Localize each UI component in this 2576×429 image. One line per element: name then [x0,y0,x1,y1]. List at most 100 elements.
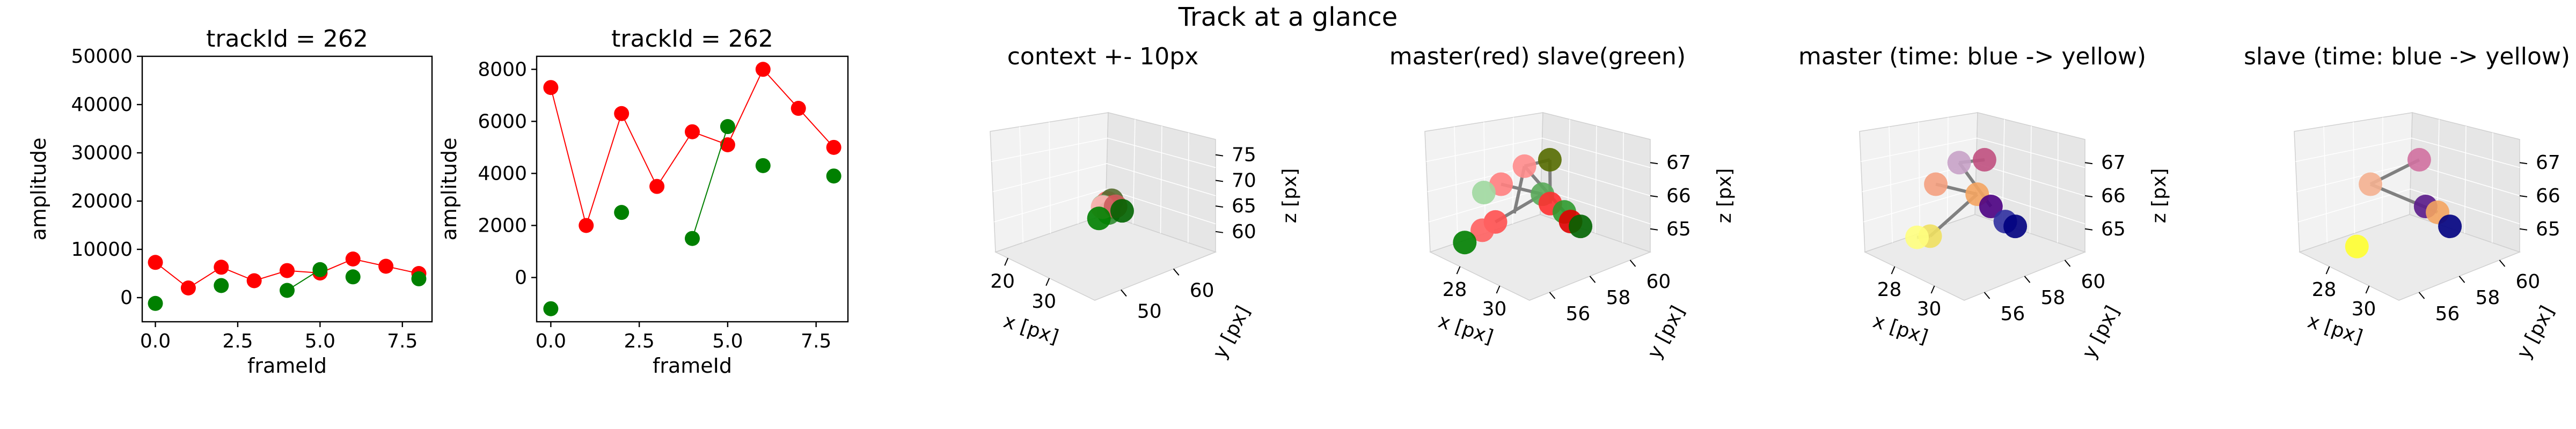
x-tick-mark [2325,266,2330,275]
y-tick-mark [1589,276,1596,283]
grid-line [991,137,1216,168]
y-tick-mark [2499,260,2506,267]
z-tick-mark [1215,154,1224,157]
z-tick-label: 66 [2536,185,2560,207]
z-tick-mark [1215,180,1224,182]
z-tick-label: 65 [2101,218,2126,240]
z-tick-label: 75 [1232,144,1256,166]
y-tick-label: 60 [1646,271,1671,293]
chart-title: slave (time: blue -> yellow) [2244,43,2570,70]
data-point [214,260,229,275]
y-tick-mark [1549,292,1556,299]
y-axis-label: amplitude [437,137,461,240]
z-tick-mark [1650,162,1658,165]
z-tick-label: 65 [2536,218,2560,240]
x-tick-mark [1004,257,1009,266]
chart-title: context +- 10px [1007,43,1199,70]
y-tick-label: 60 [1190,279,1214,301]
z-tick-mark [2519,162,2528,165]
z-tick-mark [1650,195,1658,197]
chart-title: trackId = 262 [206,25,368,53]
data-point [378,258,394,274]
y-tick-label: 50 [1137,300,1162,322]
x-tick-label: 2.5 [624,330,655,352]
data-point [246,273,262,289]
y-tick-mark [2418,292,2425,299]
y-tick-mark [1984,292,1990,299]
x-tick-label: 20 [990,270,1015,292]
y-tick-mark [2064,260,2071,267]
z-tick-label: 67 [2536,152,2560,174]
x-tick-mark [1456,266,1461,275]
y-tick-mark [2024,276,2031,283]
y-tick-label: 58 [2476,287,2500,309]
data-point [180,280,196,295]
data-point [1947,151,1971,175]
data-point [148,295,163,311]
data-point [1924,172,1948,196]
master-slave-3d-chart: master(red) slave(green) 65 66 67 z [px] 28 30… [1389,43,1736,363]
data-point [1569,214,1593,239]
x-tick-label: 2.5 [222,330,253,352]
data-point [2438,214,2462,239]
z-tick-mark [2084,195,2093,197]
data-point [1538,147,1562,172]
y-axis-label: y [px] [1209,302,1254,363]
y-tick-label: 20000 [71,190,133,212]
data-point [280,283,295,298]
x-tick-label: 28 [2312,279,2337,301]
x-tick-mark [1045,278,1050,286]
data-point [755,62,771,77]
y-tick-mark [1629,260,1636,267]
y-tick-mark [1121,289,1127,297]
z-tick-label: 66 [2101,185,2126,207]
y-tick-label: 60 [2081,271,2106,293]
y-tick-label: 0 [120,287,133,309]
y-tick-label: 58 [1606,287,1631,309]
y-axis-label: y [px] [1643,302,1689,363]
floor-pane [994,214,1217,301]
data-point [614,205,630,220]
z-tick-label: 66 [1666,185,1691,207]
z-axis-label: z [px] [1279,168,1301,224]
y-axis-label: amplitude [27,137,50,240]
data-point [345,269,361,285]
data-point [2407,147,2431,172]
x-tick-label: 30 [1917,298,1942,320]
grid-line [2382,117,2383,224]
data-point [214,278,229,293]
data-point [791,101,806,116]
data-point [1453,231,1477,255]
y-tick-label: 4000 [478,162,527,184]
z-tick-mark [2084,228,2093,231]
y-tick-label: 0 [515,267,527,289]
x-axis-label: frameId [247,354,327,378]
grid-line [994,188,1216,225]
grid-line [1078,117,1079,224]
data-point [2359,172,2383,196]
z-tick-label: 67 [1666,152,1691,174]
data-point [826,139,841,155]
z-tick-label: 60 [1232,221,1256,243]
y-axis-label: y [px] [2513,302,2558,363]
x-axis-label: x [px] [1001,310,1062,348]
x-tick-mark [1891,266,1896,275]
plot-frame [141,55,433,323]
data-point [685,124,700,139]
data-point [148,255,163,270]
x-tick-label: 30 [2352,298,2376,320]
data-point [312,262,328,277]
x-tick-label: 30 [1031,291,1056,313]
data-point [1512,154,1536,178]
y-tick-label: 6000 [478,110,527,132]
data-point [2345,234,2369,258]
series-line [692,126,728,239]
x-tick-label: 7.5 [801,330,831,352]
grid-line [1426,137,1651,168]
y-tick-label: 58 [2041,287,2066,309]
grid-line [2295,137,2520,168]
z-tick-mark [1215,231,1224,233]
data-point [1972,147,1996,172]
